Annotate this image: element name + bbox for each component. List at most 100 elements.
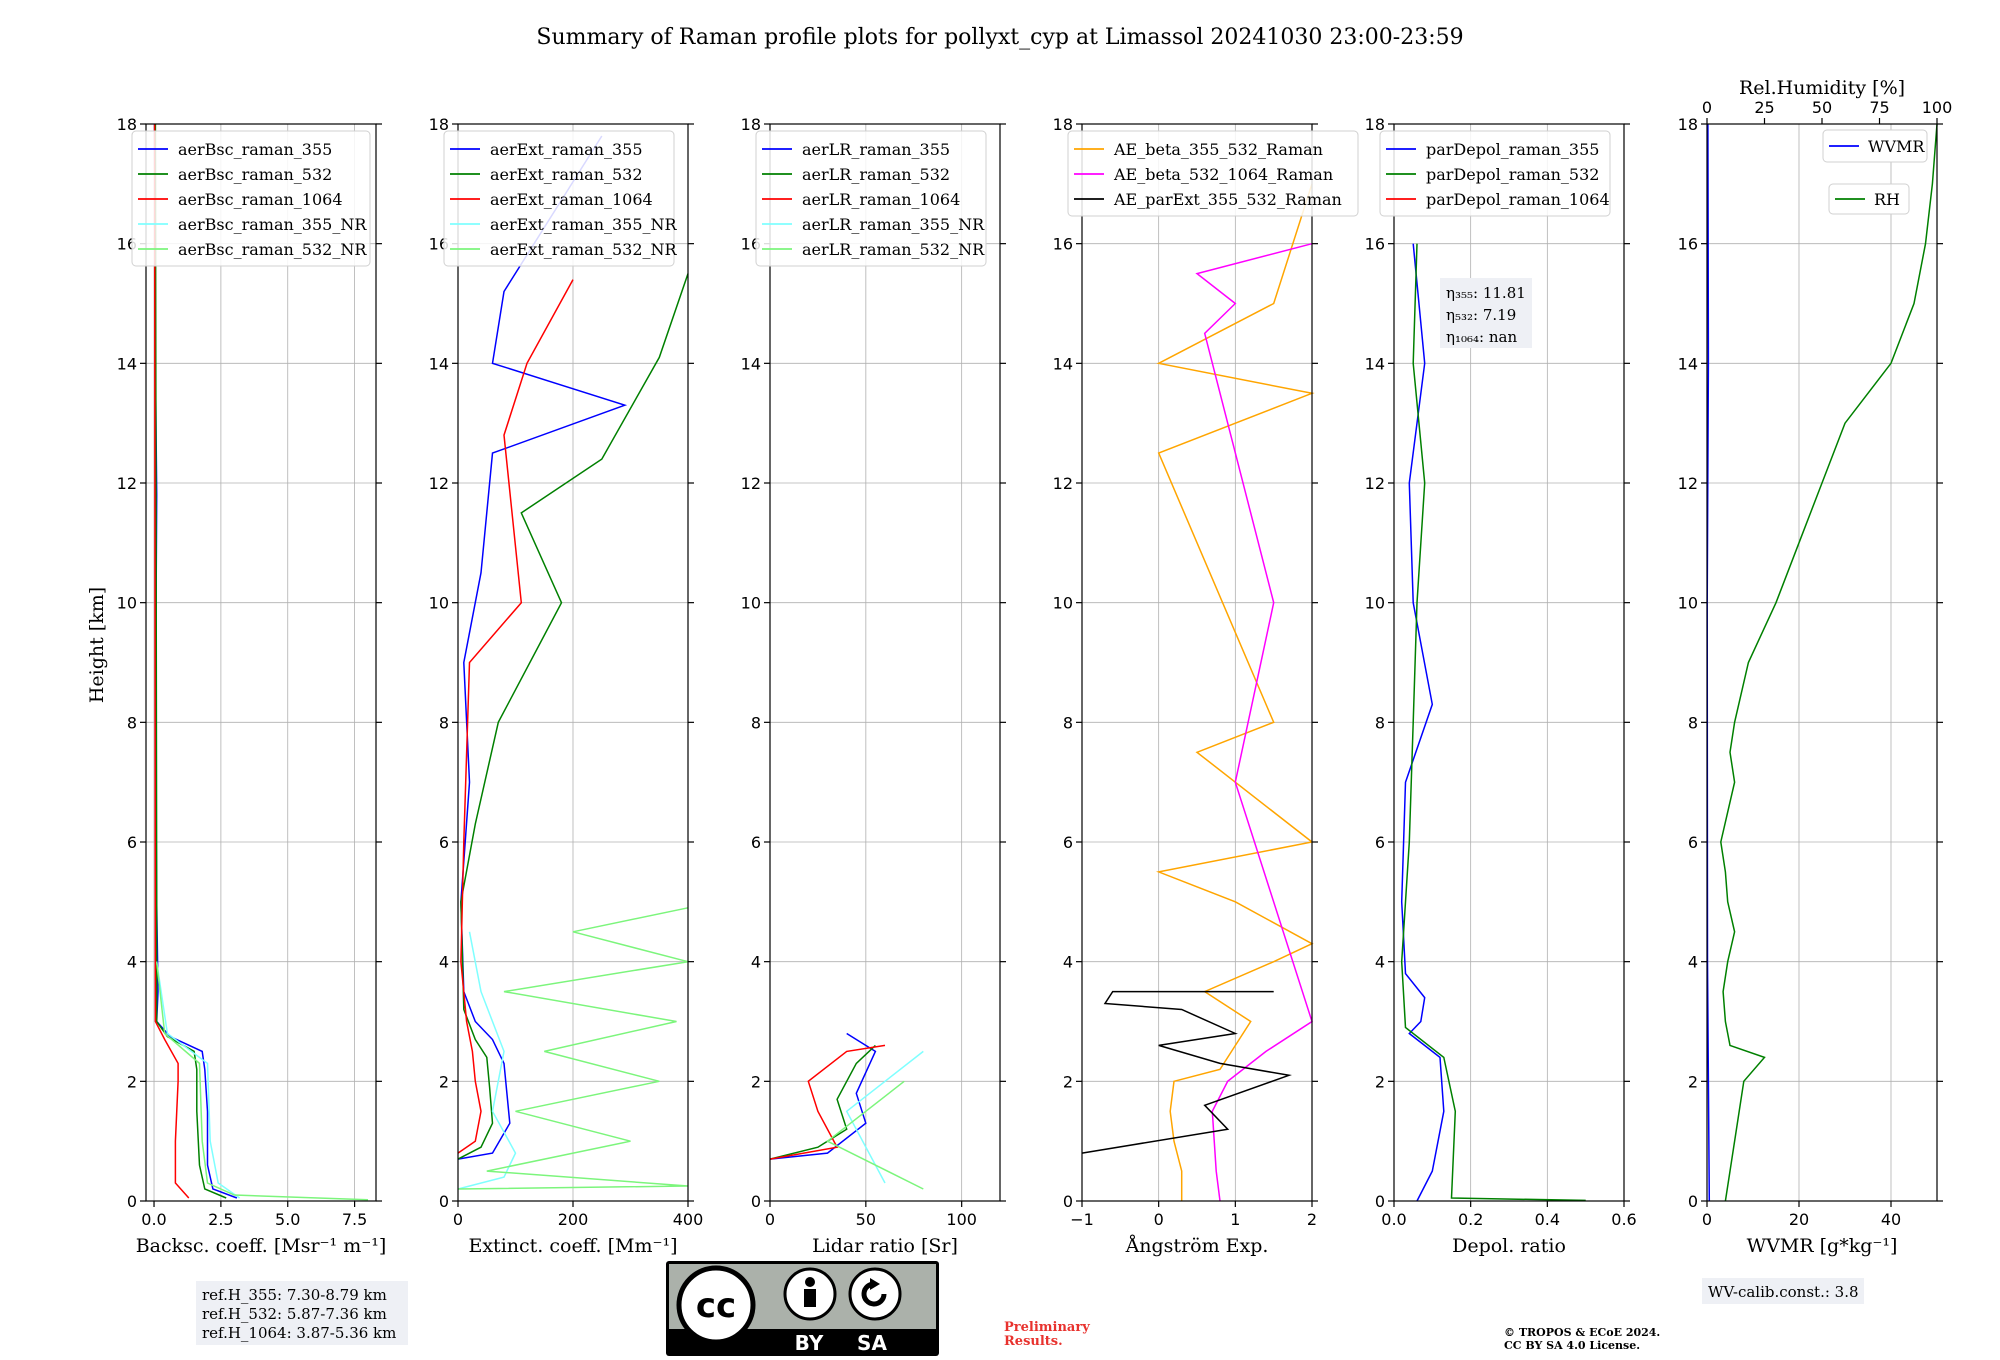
y-tick-label: 4 — [1688, 953, 1698, 972]
y-tick-label: 6 — [1688, 833, 1698, 852]
series-line-RH — [1720, 123, 1938, 1202]
legend-label: aerLR_raman_355_NR — [802, 215, 985, 234]
x-tick-label: 40 — [1881, 1210, 1901, 1229]
y-tick-label: 14 — [1365, 354, 1385, 373]
axes-frame — [1393, 123, 1625, 1202]
legend-label: aerLR_raman_355 — [802, 140, 950, 159]
x-axis-label: Ångström Exp. — [1125, 1235, 1269, 1257]
y-tick-label: 16 — [1365, 235, 1385, 254]
top-axis-label: Rel.Humidity [%] — [1739, 77, 1905, 99]
legend-label: AE_beta_532_1064_Raman — [1113, 165, 1333, 184]
eta-annotation-box — [1440, 278, 1532, 348]
legend-label: parDepol_raman_532 — [1426, 165, 1599, 184]
y-tick-label: 10 — [741, 594, 761, 613]
y-tick-label: 16 — [1678, 235, 1698, 254]
x-tick-label: 5.0 — [275, 1210, 300, 1229]
x-tick-label: 0.0 — [141, 1210, 166, 1229]
x-tick-label: 2 — [1307, 1210, 1317, 1229]
series-line-aerLR_raman_532 — [769, 1044, 876, 1160]
legend-label: parDepol_raman_1064 — [1426, 190, 1610, 209]
y-axis-label: Height [km] — [86, 587, 108, 703]
legend-label: aerLR_raman_1064 — [802, 190, 960, 209]
y-tick-label: 2 — [1688, 1072, 1698, 1091]
y-tick-label: 0 — [1063, 1192, 1073, 1211]
y-tick-label: 10 — [1678, 594, 1698, 613]
legend-box-wvmr — [1822, 129, 1928, 163]
eta-annotation-line: η₁₀₆₄: nan — [1446, 328, 1517, 346]
top-x-tick-label: 100 — [1922, 98, 1953, 117]
sa-label: SA — [857, 1331, 887, 1355]
series-line-parDepol_raman_532 — [1400, 243, 1586, 1202]
sa-arrowhead — [870, 1278, 880, 1290]
top-x-tick-label: 75 — [1869, 98, 1889, 117]
y-tick-label: 18 — [1678, 115, 1698, 134]
y-tick-label: 14 — [741, 354, 761, 373]
series-line-aerLR_raman_355 — [769, 1032, 877, 1160]
x-tick-label: 0 — [1154, 1210, 1164, 1229]
y-tick-label: 12 — [741, 474, 761, 493]
legend-label: aerExt_raman_355_NR — [490, 215, 678, 234]
y-tick-label: 6 — [127, 833, 137, 852]
y-tick-label: 4 — [751, 953, 761, 972]
y-tick-label: 12 — [1678, 474, 1698, 493]
y-tick-label: 0 — [1375, 1192, 1385, 1211]
y-tick-label: 0 — [751, 1192, 761, 1211]
x-tick-label: 2.5 — [208, 1210, 233, 1229]
series-line-aerBsc_raman_532_NR — [155, 961, 369, 1201]
ref-height-box: ref.H_355: 7.30-8.79 km ref.H_532: 5.87-… — [196, 1281, 408, 1345]
series-line-aerExt_raman_355_NR — [457, 931, 517, 1190]
by-label: BY — [795, 1331, 824, 1355]
by-person-body — [804, 1289, 816, 1307]
x-tick-label: 20 — [1789, 1210, 1809, 1229]
x-tick-label: −1 — [1070, 1210, 1094, 1229]
cc-logo-text: cc — [696, 1286, 736, 1326]
x-axis-label: Backsc. coeff. [Msr⁻¹ m⁻¹] — [136, 1235, 387, 1257]
legend-label-rh: RH — [1874, 190, 1900, 209]
x-axis-label: WVMR [g*kg⁻¹] — [1747, 1235, 1898, 1257]
axes-frame — [769, 123, 1001, 1202]
series-line-aerLR_raman_355_NR — [845, 1050, 924, 1184]
legend-box — [755, 130, 987, 267]
legend-label: aerLR_raman_532 — [802, 165, 950, 184]
ref-box-line-1064: ref.H_1064: 3.87-5.36 km — [202, 1324, 396, 1342]
y-tick-label: 14 — [117, 354, 137, 373]
y-tick-label: 8 — [751, 713, 761, 732]
y-tick-label: 8 — [439, 713, 449, 732]
x-tick-label: 0.4 — [1535, 1210, 1560, 1229]
axes-frame — [145, 123, 377, 1202]
legend-box — [1379, 130, 1611, 217]
figure-title: Summary of Raman profile plots for polly… — [536, 25, 1463, 50]
legend-label: AE_parExt_355_532_Raman — [1113, 190, 1342, 209]
y-tick-label: 12 — [117, 474, 137, 493]
y-tick-label: 6 — [439, 833, 449, 852]
ref-box-line-532: ref.H_532: 5.87-7.36 km — [202, 1305, 387, 1323]
legend-box — [443, 130, 675, 267]
y-tick-label: 4 — [1063, 953, 1073, 972]
eta-annotation-line: η₃₅₅: 11.81 — [1446, 284, 1526, 302]
copyright-line1: © TROPOS & ECoE 2024. — [1504, 1326, 1660, 1339]
y-tick-label: 6 — [751, 833, 761, 852]
legend-label: aerExt_raman_355 — [490, 140, 643, 159]
y-tick-label: 6 — [1063, 833, 1073, 852]
eta-annotation-line: η₅₃₂: 7.19 — [1446, 306, 1516, 324]
y-tick-label: 10 — [117, 594, 137, 613]
legend-label: parDepol_raman_355 — [1426, 140, 1599, 159]
wv-calib-background — [1702, 1278, 1864, 1304]
cc-by-sa-logo: cc BY SA — [666, 1261, 939, 1356]
y-tick-label: 2 — [1375, 1072, 1385, 1091]
y-tick-label: 14 — [1678, 354, 1698, 373]
y-tick-label: 8 — [127, 713, 137, 732]
legend-label: aerExt_raman_532_NR — [490, 240, 678, 259]
series-line-AE_parExt_355_532_Raman — [1081, 990, 1292, 1154]
legend-label-wvmr: WVMR — [1868, 137, 1925, 156]
legend-label: aerBsc_raman_532_NR — [178, 240, 367, 259]
y-tick-label: 0 — [127, 1192, 137, 1211]
top-x-tick-label: 50 — [1812, 98, 1832, 117]
legend-label: aerExt_raman_532 — [490, 165, 643, 184]
y-tick-label: 12 — [1365, 474, 1385, 493]
ref-box-line-355: ref.H_355: 7.30-8.79 km — [202, 1286, 387, 1304]
x-tick-label: 0 — [453, 1210, 463, 1229]
